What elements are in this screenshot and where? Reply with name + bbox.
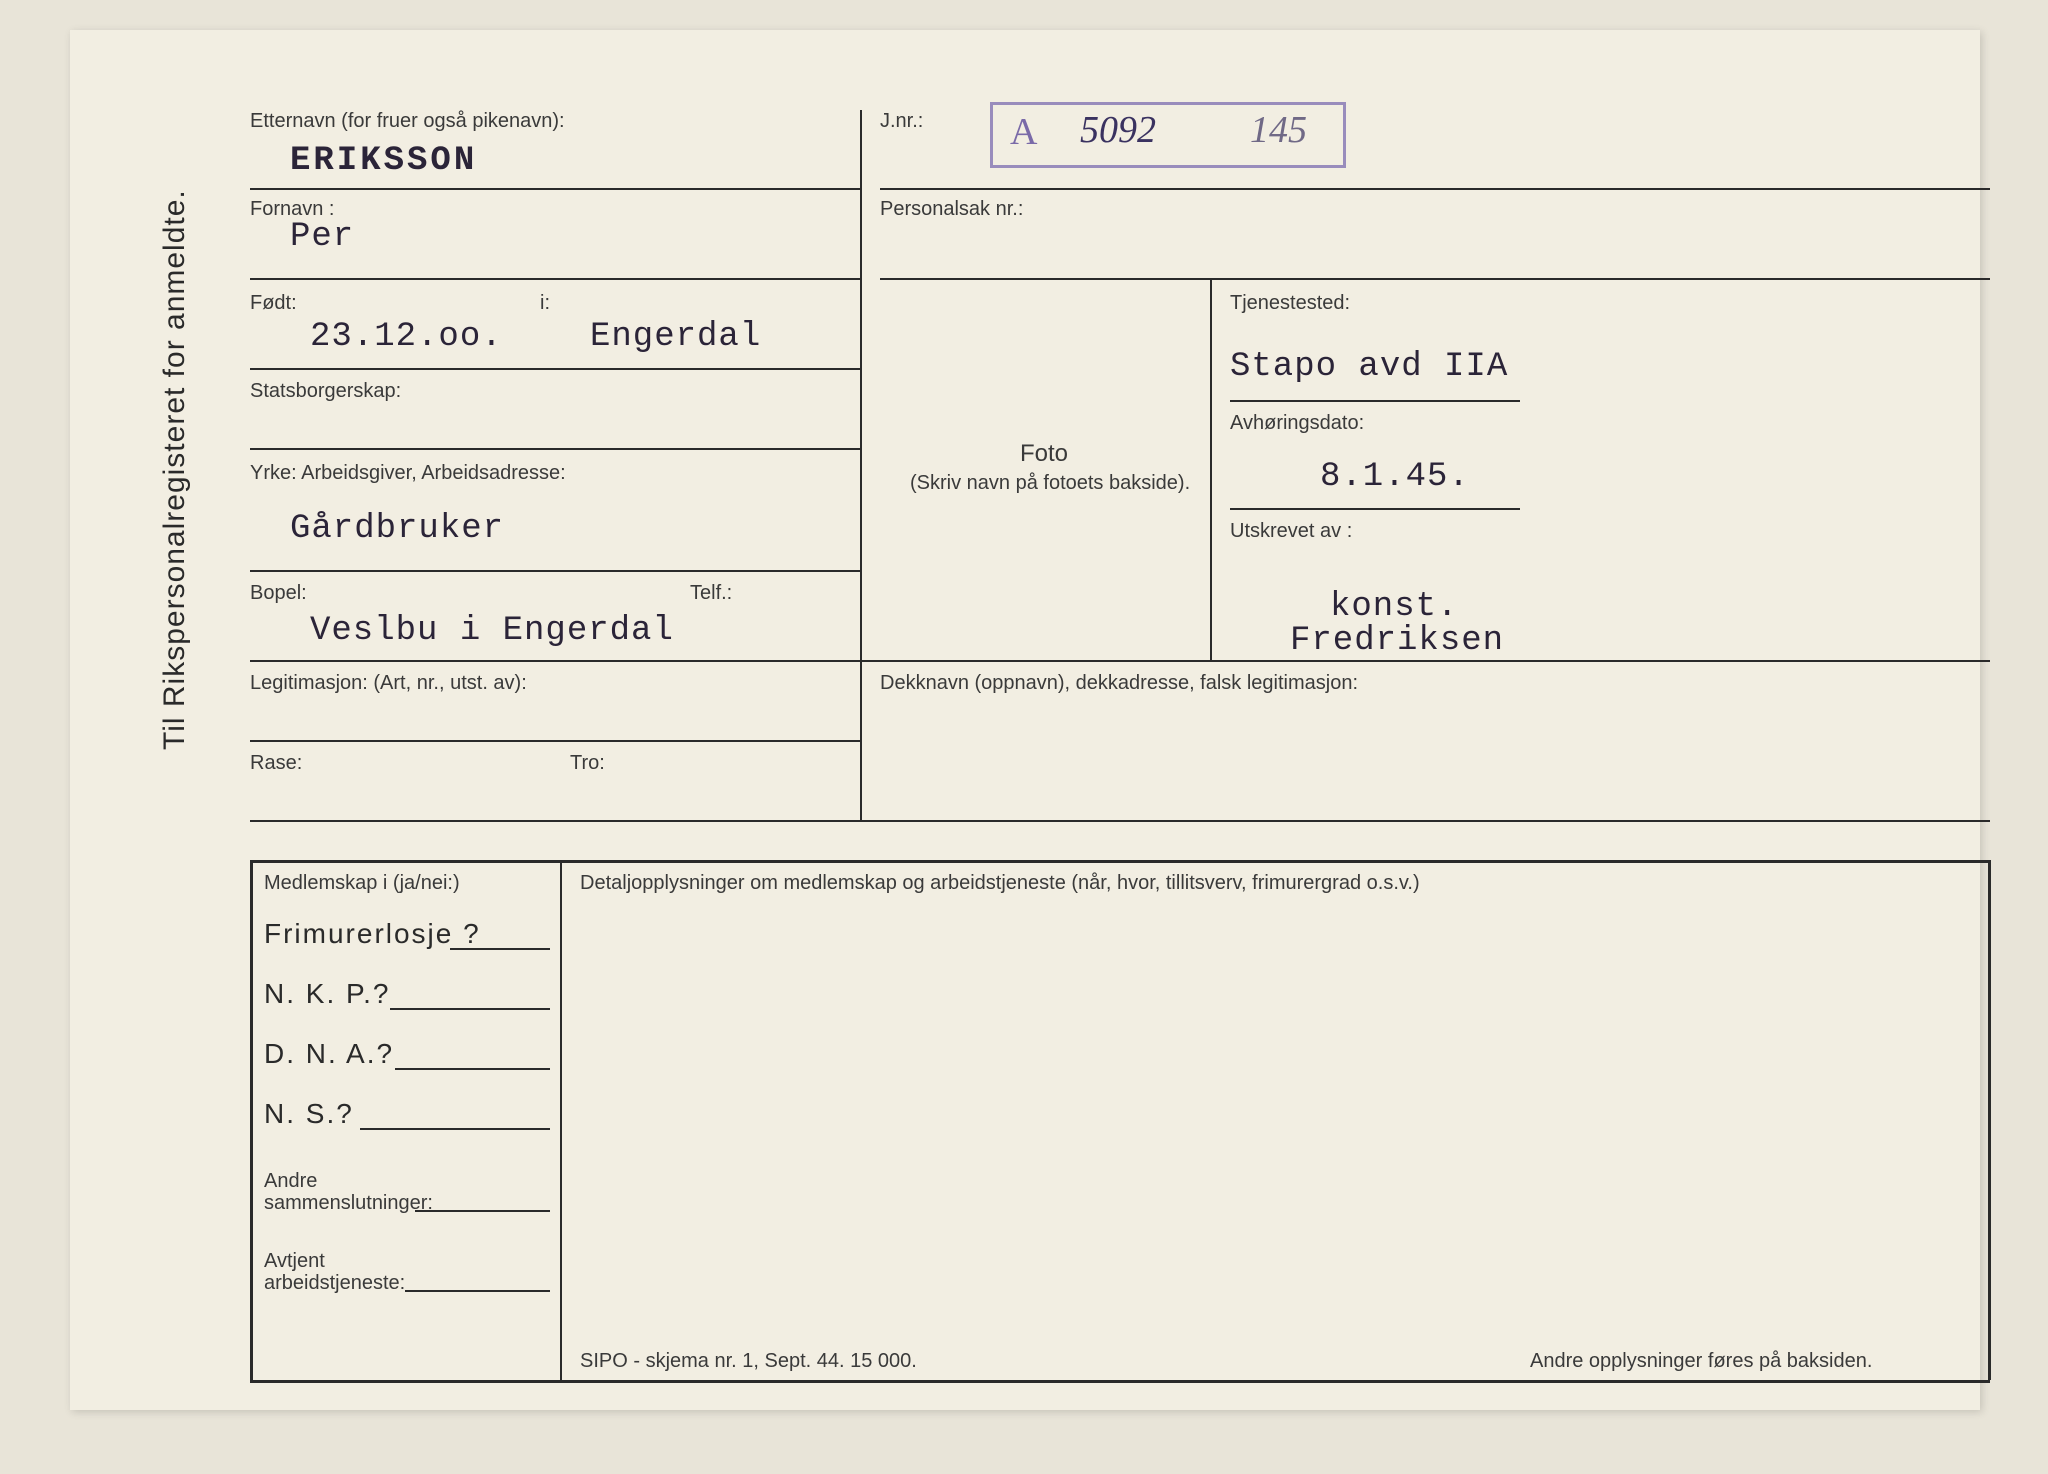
value-fodt-i: Engerdal bbox=[590, 318, 761, 356]
label-legitimasjon: Legitimasjon: (Art, nr., utst. av): bbox=[250, 672, 527, 695]
label-medlemskap: Medlemskap i (ja/nei:) bbox=[264, 872, 460, 895]
rule bbox=[880, 278, 1990, 280]
label-tro: Tro: bbox=[570, 752, 605, 775]
mline bbox=[390, 1008, 550, 1010]
jnr-suffix: 145 bbox=[1250, 108, 1307, 152]
vertical-title: Til Rikspersonalregisteret for anmeldte. bbox=[158, 189, 192, 750]
rule bbox=[880, 188, 1990, 190]
rule bbox=[250, 570, 860, 572]
rule bbox=[860, 820, 1990, 822]
box-right bbox=[1988, 860, 1991, 1380]
rule bbox=[250, 448, 860, 450]
label-jnr: J.nr.: bbox=[880, 110, 923, 133]
m-nkp: N. K. P.? bbox=[264, 978, 390, 1010]
m-dna: D. N. A.? bbox=[264, 1038, 394, 1070]
jnr-a: A bbox=[1010, 110, 1037, 154]
jnr-num: 5092 bbox=[1080, 108, 1156, 152]
thick-rule bbox=[250, 860, 1990, 863]
value-yrke: Gårdbruker bbox=[290, 510, 504, 548]
value-avhoringsdato: 8.1.45. bbox=[1320, 458, 1470, 496]
rule bbox=[250, 188, 860, 190]
rule bbox=[250, 820, 860, 822]
label-i: i: bbox=[540, 292, 550, 315]
rule bbox=[860, 660, 1990, 662]
mline bbox=[360, 1128, 550, 1130]
mline bbox=[395, 1068, 550, 1070]
vdiv-2 bbox=[1210, 278, 1212, 660]
label-etternavn: Etternavn (for fruer også pikenavn): bbox=[250, 110, 565, 133]
value-utskrevet1: konst. bbox=[1330, 588, 1458, 626]
value-tjenestested: Stapo avd IIA bbox=[1230, 348, 1508, 386]
rule bbox=[250, 740, 860, 742]
label-foto: Foto bbox=[1020, 440, 1068, 468]
value-fodt: 23.12.oo. bbox=[310, 318, 503, 356]
vdiv-1 bbox=[860, 110, 862, 820]
thick-rule-bottom bbox=[250, 1380, 1990, 1383]
mline bbox=[405, 1290, 550, 1292]
label-telf: Telf.: bbox=[690, 582, 732, 605]
rule bbox=[250, 278, 860, 280]
box-mid bbox=[560, 860, 562, 1380]
value-etternavn: ERIKSSON bbox=[290, 142, 477, 180]
value-bopel: Veslbu i Engerdal bbox=[310, 612, 674, 650]
label-avhoringsdato: Avhøringsdato: bbox=[1230, 412, 1364, 435]
rule bbox=[250, 368, 860, 370]
label-statsborgerskap: Statsborgerskap: bbox=[250, 380, 401, 403]
label-fodt: Født: bbox=[250, 292, 297, 315]
label-tjenestested: Tjenestested: bbox=[1230, 292, 1350, 315]
label-rase: Rase: bbox=[250, 752, 302, 775]
value-utskrevet2: Fredriksen bbox=[1290, 622, 1504, 660]
rule bbox=[1230, 400, 1520, 402]
label-foto-sub: (Skriv navn på fotoets bakside). bbox=[910, 472, 1190, 495]
mline bbox=[415, 1210, 550, 1212]
m-frimurer: Frimurerlosje ? bbox=[264, 918, 481, 950]
label-dekknavn: Dekknavn (oppnavn), dekkadresse, falsk l… bbox=[880, 672, 1358, 695]
value-fornavn: Per bbox=[290, 218, 354, 256]
label-personalsak: Personalsak nr.: bbox=[880, 198, 1023, 221]
box-left bbox=[250, 860, 253, 1380]
footer-left: SIPO - skjema nr. 1, Sept. 44. 15 000. bbox=[580, 1350, 917, 1373]
label-detalj: Detaljopplysninger om medlemskap og arbe… bbox=[580, 872, 1420, 895]
mline bbox=[450, 948, 550, 950]
label-utskrevet: Utskrevet av : bbox=[1230, 520, 1352, 543]
label-andre-samm: Andre sammenslutninger: bbox=[264, 1170, 433, 1214]
rule bbox=[250, 660, 860, 662]
m-ns: N. S.? bbox=[264, 1098, 354, 1130]
label-yrke: Yrke: Arbeidsgiver, Arbeidsadresse: bbox=[250, 462, 566, 485]
label-bopel: Bopel: bbox=[250, 582, 307, 605]
label-avtjent: Avtjent arbeidstjeneste: bbox=[264, 1250, 405, 1294]
footer-right: Andre opplysninger føres på baksiden. bbox=[1530, 1350, 1872, 1373]
form-area: Etternavn (for fruer også pikenavn): ERI… bbox=[250, 110, 2000, 1390]
rule bbox=[1230, 508, 1520, 510]
card: Til Rikspersonalregisteret for anmeldte.… bbox=[70, 30, 1980, 1410]
